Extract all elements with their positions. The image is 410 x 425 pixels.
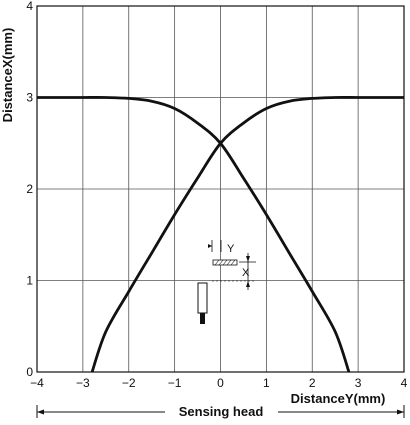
inset-target-hatch-2: [218, 259, 224, 266]
grid-lines: [36, 5, 405, 373]
inset-target-hatch-4: [226, 259, 232, 266]
series-lines: [37, 96, 404, 373]
inset-y-arrowhead: [208, 244, 212, 248]
x-tick-label-7: 3: [355, 376, 362, 390]
y-axis-title: DistanceX(mm): [0, 28, 15, 123]
footer-label: Sensing head: [179, 404, 264, 419]
series-line-1: [90, 96, 404, 373]
x-tick-label-5: 1: [263, 376, 270, 390]
y-tick-labels: 0 1 2 3 4: [26, 0, 33, 379]
y-tick-label-2: 2: [26, 182, 33, 196]
inset-x-arrowhead-bottom: [246, 281, 250, 287]
sensing-head-footer: Sensing head: [36, 404, 405, 419]
x-tick-label-4: 0: [217, 376, 224, 390]
x-tick-label-6: 2: [309, 376, 316, 390]
inset-target-hatch-1: [214, 259, 220, 266]
x-tick-label-0: −4: [30, 376, 44, 390]
y-tick-label-0: 0: [26, 365, 33, 379]
sensor-diagram-inset: Y X: [197, 240, 256, 324]
footer-arrow-left: [37, 409, 44, 415]
inset-target-hatch-3: [222, 259, 228, 266]
x-tick-label-2: −2: [122, 376, 136, 390]
y-tick-label-4: 4: [26, 0, 33, 13]
y-tick-label-1: 1: [26, 274, 33, 288]
inset-target-hatch-5: [230, 259, 236, 266]
footer-arrow-right: [397, 409, 404, 415]
inset-y-label: Y: [227, 243, 235, 255]
series-line-0: [37, 96, 351, 373]
x-axis-title: DistanceY(mm): [291, 391, 386, 406]
inset-x-label: X: [242, 267, 250, 279]
plot-frame: [36, 5, 405, 373]
x-tick-labels: −4 −3 −2 −1 0 1 2 3 4: [30, 376, 408, 390]
x-tick-label-3: −1: [168, 376, 182, 390]
y-tick-label-3: 3: [26, 91, 33, 105]
inset-sensor-cable: [200, 313, 205, 324]
x-tick-label-1: −3: [76, 376, 90, 390]
inset-sensor-head: [197, 282, 208, 314]
x-tick-label-8: 4: [401, 376, 408, 390]
inset-x-arrowhead-top: [246, 256, 250, 262]
